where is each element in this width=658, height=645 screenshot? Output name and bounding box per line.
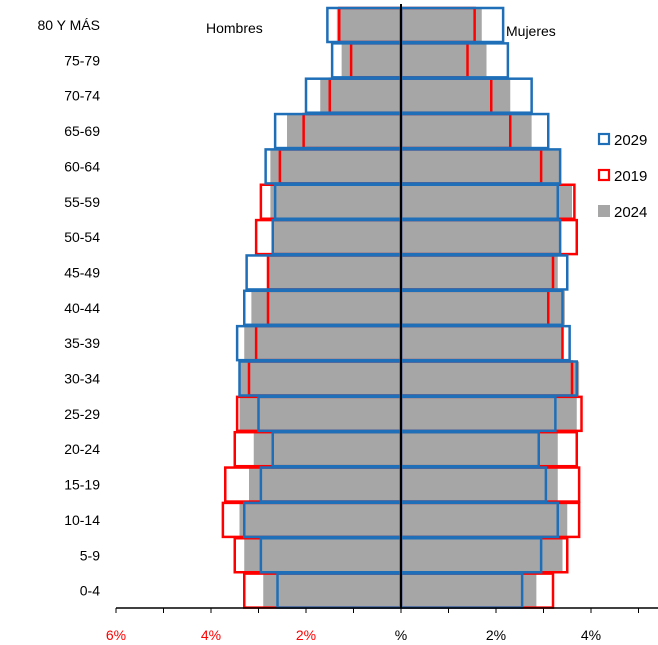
- bar-2024-mujeres: [401, 78, 511, 113]
- legend-swatch-2024: [598, 205, 610, 217]
- x-tick-label-left: 2%: [296, 627, 316, 643]
- bar-2024-hombres: [244, 538, 401, 573]
- x-tick-label-center: %: [395, 627, 407, 643]
- bar-2024-mujeres: [401, 255, 558, 290]
- bar-2024-mujeres: [401, 149, 561, 184]
- age-group-label: 65-69: [64, 123, 100, 139]
- legend-swatch-2019: [597, 168, 611, 182]
- age-group-label: 55-59: [64, 194, 100, 210]
- bar-2024-hombres: [336, 8, 401, 42]
- bar-2024-hombres: [249, 467, 401, 502]
- bar-2024-hombres: [239, 396, 401, 431]
- age-group-label: 45-49: [64, 264, 100, 280]
- legend: 2029 2019 2024: [597, 132, 647, 221]
- bar-2024-hombres: [263, 573, 401, 608]
- bar-2024-mujeres: [401, 184, 572, 219]
- x-tick-label-left: 4%: [201, 627, 221, 643]
- bar-2024-hombres: [239, 361, 401, 396]
- x-tick-label-right: 2%: [486, 627, 506, 643]
- bar-2024-mujeres: [401, 8, 482, 42]
- bar-2024-mujeres: [401, 573, 537, 608]
- bar-2024-hombres: [270, 184, 401, 219]
- hombres-label: Hombres: [206, 20, 263, 36]
- bar-2024-mujeres: [401, 502, 568, 537]
- bar-2024-mujeres: [401, 538, 563, 573]
- bar-2024-hombres: [244, 326, 401, 361]
- bar-2024-mujeres: [401, 43, 487, 78]
- age-group-label: 0-4: [80, 583, 100, 599]
- age-group-label: 25-29: [64, 406, 100, 422]
- age-group-label: 20-24: [64, 441, 100, 457]
- axes: [115, 4, 658, 613]
- age-group-label: 10-14: [64, 512, 100, 528]
- legend-label-2029: 2029: [614, 132, 647, 149]
- x-tick-label-left: 6%: [106, 627, 126, 643]
- x-tick-labels: 6% 4% 2%% 2% 4%: [106, 627, 601, 643]
- age-group-label: 75-79: [64, 52, 100, 68]
- age-group-label: 70-74: [64, 88, 100, 104]
- bar-2024-hombres: [251, 290, 401, 325]
- bar-2024-hombres: [287, 114, 401, 149]
- bar-2024-mujeres: [401, 396, 577, 431]
- age-group-label: 30-34: [64, 371, 100, 387]
- bar-2024-mujeres: [401, 290, 565, 325]
- age-group-label: 60-64: [64, 158, 100, 174]
- bar-2024-mujeres: [401, 361, 580, 396]
- legend-swatch-2029: [597, 132, 611, 146]
- age-group-label: 50-54: [64, 229, 100, 245]
- bar-2024-mujeres: [401, 326, 563, 361]
- bar-2024-hombres: [320, 78, 401, 113]
- bar-2024-mujeres: [401, 432, 558, 467]
- bar-2024-hombres: [270, 149, 401, 184]
- bar-2024-hombres: [268, 255, 401, 290]
- bar-2024-hombres: [239, 502, 401, 537]
- legend-label-2024: 2024: [614, 204, 647, 221]
- age-group-label: 5-9: [80, 547, 100, 563]
- bar-2024-mujeres: [401, 114, 532, 149]
- bar-2024-hombres: [253, 432, 401, 467]
- x-tick-label-right: 4%: [581, 627, 601, 643]
- mujeres-label: Mujeres: [506, 23, 556, 39]
- bar-2024-mujeres: [401, 467, 558, 502]
- bars-2024: [239, 8, 580, 608]
- legend-label-2019: 2019: [614, 168, 647, 185]
- age-group-label: 40-44: [64, 300, 100, 316]
- age-group-label: 35-39: [64, 335, 100, 351]
- bar-2024-hombres: [272, 220, 401, 255]
- bar-2024-mujeres: [401, 220, 561, 255]
- age-labels: 80 Y MÁS 75-79 70-74 65-69 60-64 55-59 50-54 45…: [37, 17, 100, 599]
- age-group-label: 15-19: [64, 477, 100, 493]
- age-group-label: 80 Y MÁS: [37, 17, 100, 33]
